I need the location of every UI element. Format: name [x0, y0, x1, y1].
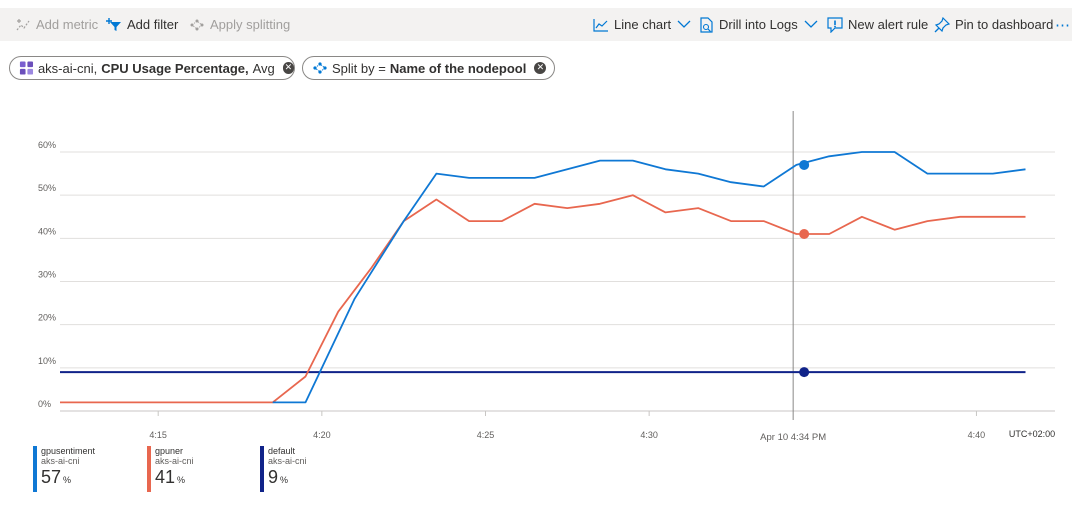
cursor-point-gpuner	[799, 229, 810, 240]
x-tick-label: 4:25	[477, 430, 495, 440]
splitting-icon	[313, 62, 327, 74]
toolbar: Add metric Add filter Apply splitting Li…	[0, 8, 1072, 41]
add-metric-button[interactable]: Add metric	[16, 8, 98, 41]
y-tick-label: 40%	[38, 226, 56, 236]
y-tick-label: 0%	[38, 399, 51, 409]
apply-splitting-label: Apply splitting	[210, 17, 291, 32]
x-tick-label: 4:15	[149, 430, 167, 440]
chevron-down-icon	[804, 20, 818, 28]
x-tick-label: 4:20	[313, 430, 331, 440]
legend-color-bar	[147, 446, 151, 492]
legend-value-number: 57	[41, 467, 62, 487]
add-metric-label: Add metric	[36, 17, 99, 32]
add-filter-label: Add filter	[127, 17, 179, 32]
pin-to-dashboard-button[interactable]: Pin to dashboard	[934, 8, 1053, 41]
alert-icon	[827, 16, 843, 33]
line-chart-label: Line chart	[614, 17, 672, 32]
logs-icon	[700, 16, 713, 33]
metric-name: CPU Usage Percentage,	[101, 60, 249, 76]
series-line-gpuner	[60, 194, 1026, 404]
metric-pill[interactable]: aks-ai-cni, CPU Usage Percentage, Avg ✕	[9, 56, 295, 80]
legend-value-number: 9	[268, 467, 279, 487]
legend-value-unit: %	[280, 475, 289, 485]
metrics-chart[interactable]: 0% 10% 20% 30% 40% 50% 60% 4:15 4:20 4:25 4:30 4:40…	[0, 0, 1072, 445]
chevron-down-icon	[677, 20, 691, 28]
y-tick-label: 10%	[38, 356, 56, 366]
filter-icon	[106, 17, 121, 31]
legend-series-name: gpusentiment	[41, 446, 96, 456]
series-line-gpusentiment	[272, 151, 1026, 404]
legend-series-resource: aks-ai-cni	[41, 456, 80, 466]
split-prefix: Split by =	[332, 60, 386, 76]
y-tick-label: 30%	[38, 270, 56, 280]
legend-color-bar	[33, 446, 37, 492]
legend-color-bar	[260, 446, 264, 492]
x-tick-label: 4:40	[968, 430, 986, 440]
new-alert-rule-button[interactable]: New alert rule	[827, 8, 928, 41]
legend-series-value: 57%	[41, 466, 95, 491]
kubernetes-cluster-icon	[19, 61, 34, 75]
legend-item-gpuner[interactable]: gpuner aks-ai-cni 41%	[147, 446, 194, 492]
cursor-time-label: Apr 10 4:34 PM	[760, 432, 826, 443]
line-chart-icon	[593, 18, 608, 32]
add-filter-button[interactable]: Add filter	[106, 8, 178, 41]
drill-into-logs-label: Drill into Logs	[719, 17, 798, 32]
more-icon: ⋯	[1055, 16, 1070, 34]
new-alert-rule-label: New alert rule	[848, 17, 929, 32]
timezone-label: UTC+02:00	[1009, 429, 1055, 439]
legend-series-value: 41%	[155, 466, 194, 491]
legend-series-name: default	[268, 446, 296, 456]
legend-value-number: 41	[155, 467, 176, 487]
drill-into-logs-dropdown[interactable]: Drill into Logs	[699, 8, 823, 41]
cursor-point-default	[799, 367, 810, 378]
close-icon[interactable]: ✕	[534, 62, 547, 74]
split-value: Name of the nodepool	[389, 60, 527, 76]
pin-icon	[934, 16, 950, 32]
legend-series-resource: aks-ai-cni	[155, 456, 194, 466]
legend-item-default[interactable]: default aks-ai-cni 9%	[260, 446, 307, 492]
add-metric-icon	[16, 18, 30, 30]
y-tick-label: 60%	[38, 140, 56, 150]
legend-series-value: 9%	[268, 466, 307, 491]
close-icon[interactable]: ✕	[282, 62, 294, 74]
legend-series-resource: aks-ai-cni	[268, 456, 307, 466]
splitting-icon	[190, 19, 204, 30]
line-chart-dropdown[interactable]: Line chart	[593, 8, 696, 41]
y-tick-label: 50%	[38, 183, 56, 193]
legend-value-unit: %	[177, 475, 186, 485]
split-pill[interactable]: Split by = Name of the nodepool ✕	[302, 56, 555, 80]
metric-resource: aks-ai-cni,	[37, 60, 98, 76]
metric-aggregation: Avg	[252, 60, 275, 76]
x-tick-label: 4:30	[640, 430, 658, 440]
apply-splitting-button[interactable]: Apply splitting	[189, 8, 290, 41]
pin-to-dashboard-label: Pin to dashboard	[955, 17, 1054, 32]
cursor-point-gpusentiment	[799, 159, 810, 170]
legend-series-name: gpuner	[155, 446, 184, 456]
legend-value-unit: %	[63, 475, 72, 485]
legend-item-gpusentiment[interactable]: gpusentiment aks-ai-cni 57%	[33, 446, 95, 492]
y-tick-label: 20%	[38, 313, 56, 323]
more-options-button[interactable]: ⋯	[1055, 8, 1070, 41]
